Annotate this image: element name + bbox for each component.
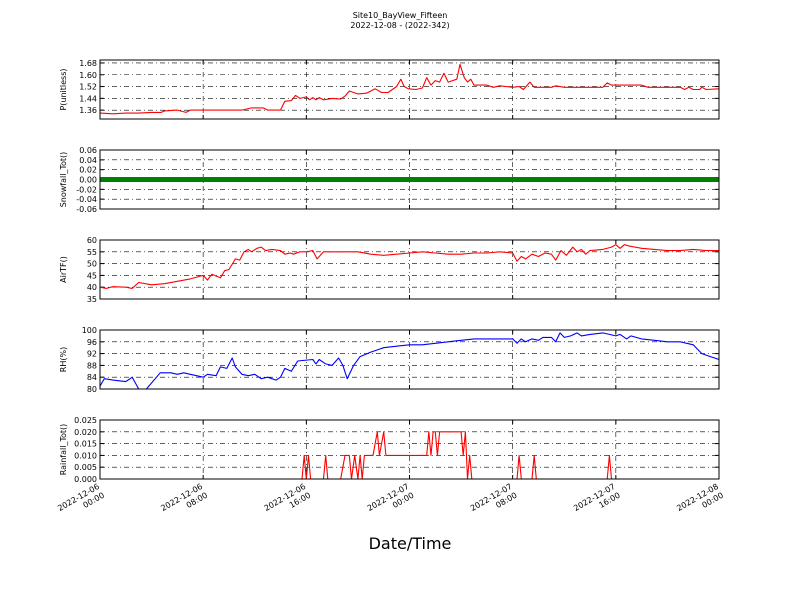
y-tick-label: 40 bbox=[87, 283, 97, 292]
y-axis-label: P(unitless) bbox=[59, 68, 68, 110]
y-tick-label: 1.68 bbox=[79, 59, 97, 68]
y-tick-label: 1.44 bbox=[79, 94, 97, 103]
series-3-line bbox=[100, 332, 719, 389]
y-tick-label: 0.020 bbox=[74, 428, 97, 437]
y-tick-label: 45 bbox=[87, 271, 97, 280]
series-0-line bbox=[100, 63, 719, 115]
y-tick-label: -0.06 bbox=[76, 205, 97, 214]
chart-title: Site10_BayView_Fifteen bbox=[352, 11, 448, 20]
panel-2: 35 40 45 50 55 60 AirTF() bbox=[59, 236, 720, 304]
y-tick-label: 88 bbox=[87, 361, 97, 370]
y-tick-label: 92 bbox=[87, 350, 97, 359]
y-axis-label: Snowfall_Tot() bbox=[59, 152, 68, 208]
panel-frame bbox=[99, 149, 720, 210]
panel-frame bbox=[99, 239, 720, 300]
y-tick-label: 84 bbox=[87, 373, 97, 382]
y-tick-label: 0.00 bbox=[79, 176, 97, 185]
y-tick-label: 1.60 bbox=[79, 71, 97, 80]
y-tick-label: 0.025 bbox=[74, 416, 97, 425]
y-tick-label: 0.005 bbox=[74, 463, 97, 472]
y-tick-label: 0.010 bbox=[74, 451, 97, 460]
chart-subtitle: 2022-12-08 - (2022-342) bbox=[350, 21, 450, 30]
y-tick-label: 60 bbox=[87, 236, 97, 245]
y-tick-label: 0.04 bbox=[79, 156, 97, 165]
panel-frame bbox=[99, 329, 720, 390]
y-axis-label: AirTF() bbox=[59, 256, 68, 283]
panel-frame bbox=[99, 59, 720, 120]
y-tick-label: 35 bbox=[87, 295, 97, 304]
x-axis-label: Date/Time bbox=[368, 534, 452, 553]
y-tick-label: 0.015 bbox=[74, 440, 97, 449]
panel-1: -0.06-0.04-0.020.000.020.040.06 Snowfall_… bbox=[59, 146, 720, 214]
panel-3: 80 84 88 92 96 100 RH(%) bbox=[59, 326, 720, 394]
y-tick-label: 80 bbox=[87, 385, 97, 394]
y-tick-label: 0.02 bbox=[79, 166, 97, 175]
y-tick-label: 0.000 bbox=[74, 475, 97, 484]
y-tick-label: 96 bbox=[87, 338, 97, 347]
y-tick-label: 0.06 bbox=[79, 146, 97, 155]
y-tick-label: -0.04 bbox=[76, 195, 97, 204]
series-4-line bbox=[100, 431, 719, 479]
y-tick-label: -0.02 bbox=[76, 185, 97, 194]
y-axis-label: RH(%) bbox=[59, 347, 68, 372]
y-tick-label: 1.36 bbox=[79, 106, 97, 115]
y-tick-label: 55 bbox=[87, 248, 97, 257]
panel-0: 1.36 1.44 1.52 1.60 1.68 P(unitless) bbox=[59, 59, 720, 120]
y-tick-label: 100 bbox=[82, 326, 97, 335]
panel-4: 0.000 0.005 0.010 0.015 0.020 0.025 Rainfall_T… bbox=[59, 416, 720, 484]
y-axis-label: Rainfall_Tot() bbox=[59, 424, 68, 476]
series-2-line bbox=[100, 244, 719, 289]
y-tick-label: 50 bbox=[87, 260, 97, 269]
y-tick-label: 1.52 bbox=[79, 83, 97, 92]
panel-frame bbox=[99, 419, 720, 480]
